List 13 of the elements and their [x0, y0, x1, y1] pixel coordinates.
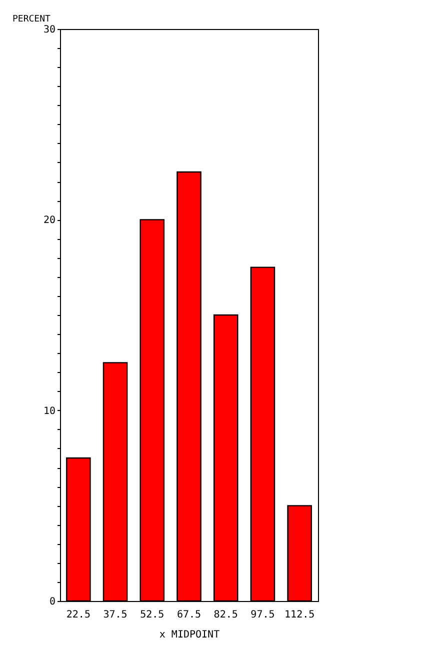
x-tick-label: 67.5 [176, 610, 202, 620]
y-tick-label: 10 [43, 406, 56, 417]
x-tick-label: 52.5 [140, 610, 164, 620]
x-tick-label: 82.5 [214, 610, 238, 620]
y-tick-label: 20 [43, 215, 56, 226]
y-axis-title: PERCENT [12, 14, 52, 24]
x-tick-label: 37.5 [103, 610, 128, 620]
y-tick-label: 30 [43, 24, 56, 36]
x-tick-label: 22.5 [66, 610, 90, 620]
y-tick-label: 0 [49, 596, 56, 608]
x-axis-title: x MIDPOINT [159, 630, 220, 640]
x-tick-label: 112.5 [284, 610, 315, 620]
x-tick-label: 97.5 [250, 610, 275, 620]
